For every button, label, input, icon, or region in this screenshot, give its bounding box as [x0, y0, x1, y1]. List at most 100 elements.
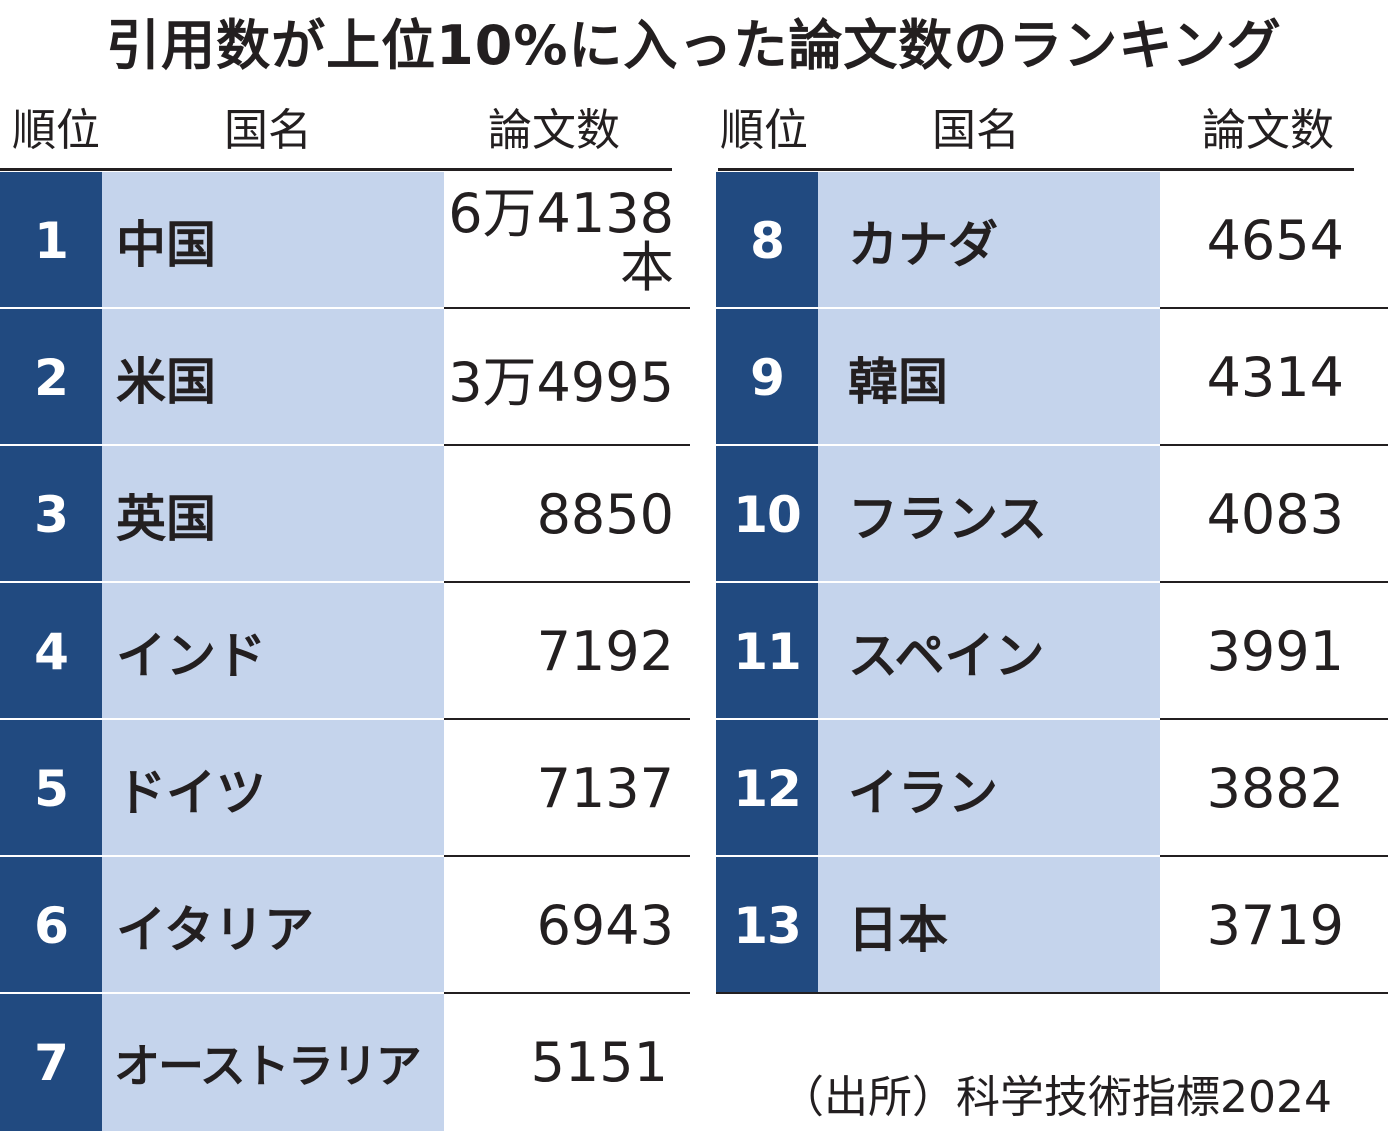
row-divider [716, 444, 818, 446]
table-row: 11 スペイン 3991 [716, 583, 1388, 720]
row-divider [444, 307, 690, 309]
country-cell: フランス [818, 446, 1160, 583]
row-divider [0, 718, 102, 720]
table-row: 12 イラン 3882 [716, 720, 1388, 857]
rank-cell: 11 [716, 583, 818, 720]
count-cell: 7137 [444, 720, 690, 857]
row-divider [1160, 855, 1388, 857]
count-cell: 3991 [1160, 583, 1388, 720]
row-divider [1160, 307, 1388, 309]
rank-cell: 1 [0, 172, 102, 309]
table-row: 4 インド 7192 [0, 583, 690, 720]
count-cell: 6943 [444, 857, 690, 994]
header-country-right: 国名 [932, 105, 1020, 156]
row-divider [0, 444, 102, 446]
row-divider [102, 307, 444, 309]
row-divider [818, 307, 1160, 309]
country-cell: 日本 [818, 857, 1160, 994]
row-divider [716, 718, 818, 720]
table-row: 6 イタリア 6943 [0, 857, 690, 994]
count-cell: 8850 [444, 446, 690, 583]
table-row: 7 オーストラリア 5151 [0, 994, 690, 1131]
ranking-table-left: 1 中国 6万4138 本 2 米国 3万4995 3 英国 8850 4 イン… [0, 172, 690, 1132]
chart-title: 引用数が上位10%に入った論文数のランキング [106, 14, 1282, 77]
header-count-left: 論文数 [488, 105, 620, 156]
row-divider [818, 718, 1160, 720]
rank-cell: 12 [716, 720, 818, 857]
count-cell: 6万4138 本 [444, 172, 690, 309]
row-divider [1160, 581, 1388, 583]
rank-cell: 9 [716, 309, 818, 446]
count-cell: 4314 [1160, 309, 1388, 446]
header-rank-left: 順位 [12, 105, 100, 156]
country-cell: 米国 [102, 309, 444, 446]
country-cell: インド [102, 583, 444, 720]
rank-cell: 5 [0, 720, 102, 857]
row-divider [102, 444, 444, 446]
country-cell: イタリア [102, 857, 444, 994]
row-divider [818, 855, 1160, 857]
row-divider [0, 307, 102, 309]
row-divider [102, 581, 444, 583]
table-row: 2 米国 3万4995 [0, 309, 690, 446]
row-divider [0, 855, 102, 857]
rank-cell: 2 [0, 309, 102, 446]
country-cell: 韓国 [818, 309, 1160, 446]
row-divider [818, 444, 1160, 446]
country-cell: オーストラリア [102, 994, 444, 1131]
table-row: 1 中国 6万4138 本 [0, 172, 690, 309]
count-cell: 4083 [1160, 446, 1388, 583]
table-row: 3 英国 8850 [0, 446, 690, 583]
row-divider [716, 992, 1388, 994]
row-divider [444, 444, 690, 446]
country-cell: イラン [818, 720, 1160, 857]
header-rule-right [718, 168, 1354, 171]
count-cell: 3719 [1160, 857, 1388, 994]
row-divider [444, 718, 690, 720]
count-cell: 5151 [444, 994, 690, 1131]
header-rank-right: 順位 [720, 105, 808, 156]
ranking-table-right: 8 カナダ 4654 9 韓国 4314 10 フランス 4083 11 スペイ… [716, 172, 1388, 994]
country-cell: 英国 [102, 446, 444, 583]
country-cell: 中国 [102, 172, 444, 309]
country-cell: カナダ [818, 172, 1160, 309]
rank-cell: 3 [0, 446, 102, 583]
table-row: 13 日本 3719 [716, 857, 1388, 994]
country-cell: ドイツ [102, 720, 444, 857]
header-count-right: 論文数 [1202, 105, 1334, 156]
rank-cell: 10 [716, 446, 818, 583]
count-cell: 3882 [1160, 720, 1388, 857]
row-divider [1160, 718, 1388, 720]
rank-cell: 4 [0, 583, 102, 720]
row-divider [0, 992, 102, 994]
country-cell: スペイン [818, 583, 1160, 720]
table-row: 10 フランス 4083 [716, 446, 1388, 583]
count-value: 6万4138 [448, 181, 674, 245]
count-cell: 4654 [1160, 172, 1388, 309]
header-rule-left [0, 168, 672, 171]
source-note: （出所）科学技術指標2024 [780, 1072, 1332, 1123]
table-row: 5 ドイツ 7137 [0, 720, 690, 857]
row-divider [716, 307, 818, 309]
row-divider [1160, 444, 1388, 446]
rank-cell: 6 [0, 857, 102, 994]
header-country-left: 国名 [224, 105, 312, 156]
rank-cell: 8 [716, 172, 818, 309]
row-divider [102, 718, 444, 720]
row-divider [716, 581, 818, 583]
table-row: 9 韓国 4314 [716, 309, 1388, 446]
count-cell: 7192 [444, 583, 690, 720]
row-divider [444, 581, 690, 583]
rank-cell: 7 [0, 994, 102, 1131]
row-divider [716, 855, 818, 857]
count-cell: 3万4995 [444, 309, 690, 446]
row-divider [444, 992, 690, 994]
table-row: 8 カナダ 4654 [716, 172, 1388, 309]
count-unit: 本 [620, 235, 674, 299]
row-divider [0, 581, 102, 583]
row-divider [102, 855, 444, 857]
row-divider [444, 855, 690, 857]
row-divider [818, 581, 1160, 583]
rank-cell: 13 [716, 857, 818, 994]
row-divider [102, 992, 444, 994]
